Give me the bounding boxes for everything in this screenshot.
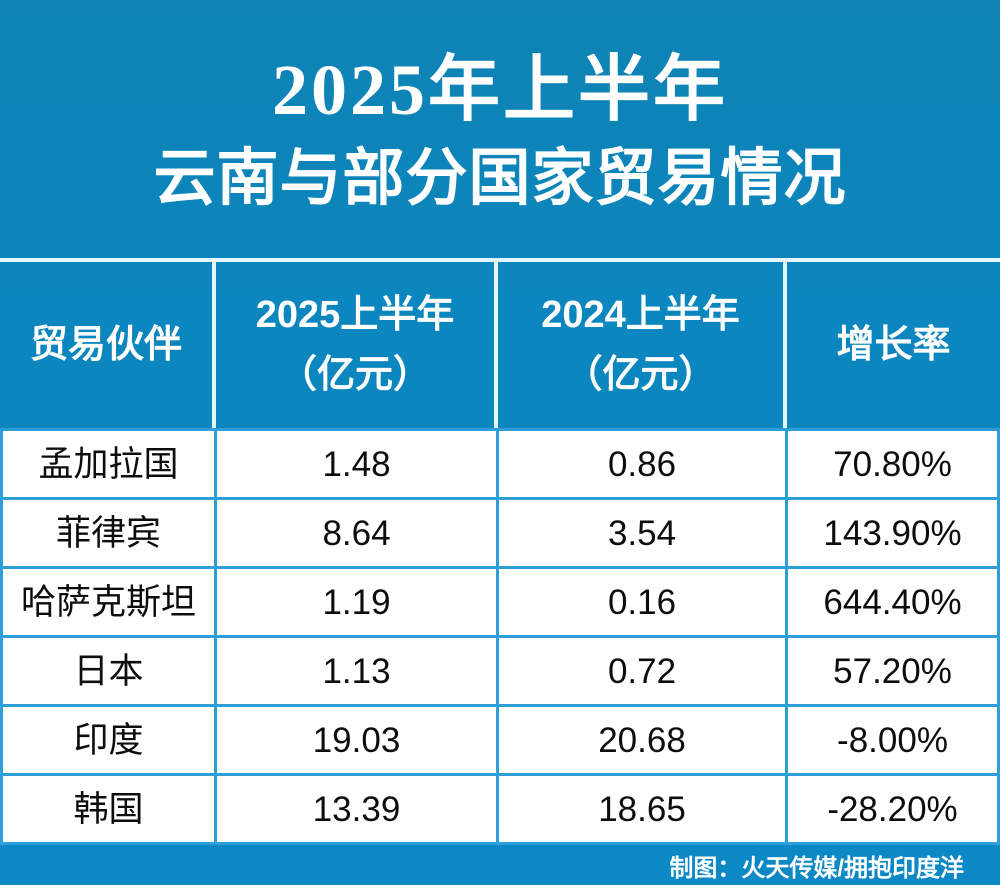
column-header-label: 贸易伙伴 (29, 324, 182, 366)
table-header-row: 贸易伙伴 2025上半年 （亿元） 2024上半年 （亿元） 增长率 (0, 262, 1000, 428)
cell-partner: 孟加拉国 (3, 431, 214, 497)
cell-2024-value: 3.54 (499, 500, 785, 566)
data-table: 孟加拉国 1.48 0.86 70.80% 菲律宾 8.64 3.54 143.… (0, 428, 1000, 845)
cell-2024-value: 0.16 (499, 569, 785, 635)
cell-2024-value: 0.86 (499, 431, 785, 497)
title-divider (0, 258, 1000, 262)
credit-text: 制图：火天传媒/拥抱印度洋 (669, 854, 964, 882)
column-header-2025-h1: 2025上半年 （亿元） (216, 262, 498, 428)
cell-partner: 韩国 (3, 776, 214, 842)
column-header-unit: （亿元） (564, 354, 717, 396)
page-title-line1: 2025年上半年 (271, 50, 728, 130)
cell-growth-rate: 70.80% (788, 431, 997, 497)
column-header-label: 2025上半年 (255, 294, 455, 336)
cell-partner: 菲律宾 (3, 500, 214, 566)
cell-2025-value: 1.48 (217, 431, 496, 497)
cell-growth-rate: -28.20% (788, 776, 997, 842)
cell-2025-value: 1.19 (217, 569, 496, 635)
column-header-label: 2024上半年 (541, 294, 740, 336)
title-block: 2025年上半年 云南与部分国家贸易情况 (0, 0, 1000, 258)
cell-2025-value: 19.03 (217, 707, 496, 773)
page-title-line2: 云南与部分国家贸易情况 (153, 145, 847, 213)
cell-partner: 印度 (3, 707, 214, 773)
cell-growth-rate: 644.40% (788, 569, 997, 635)
cell-2025-value: 1.13 (217, 638, 496, 704)
cell-2024-value: 18.65 (499, 776, 785, 842)
cell-2025-value: 8.64 (217, 500, 496, 566)
credit-bar: 制图：火天传媒/拥抱印度洋 (0, 845, 1000, 885)
cell-2025-value: 13.39 (217, 776, 496, 842)
cell-growth-rate: -8.00% (788, 707, 997, 773)
cell-partner: 哈萨克斯坦 (3, 569, 214, 635)
column-header-trade-partner: 贸易伙伴 (0, 262, 216, 428)
column-header-label: 增长率 (836, 324, 951, 366)
cell-growth-rate: 57.20% (788, 638, 997, 704)
column-header-unit: （亿元） (278, 354, 431, 396)
cell-partner: 日本 (3, 638, 214, 704)
cell-growth-rate: 143.90% (788, 500, 997, 566)
cell-2024-value: 20.68 (499, 707, 785, 773)
column-header-2024-h1: 2024上半年 （亿元） (498, 262, 787, 428)
cell-2024-value: 0.72 (499, 638, 785, 704)
column-header-growth-rate: 增长率 (787, 262, 1000, 428)
